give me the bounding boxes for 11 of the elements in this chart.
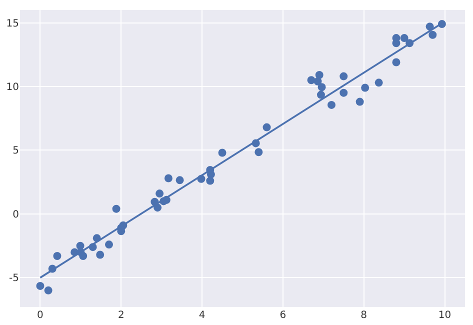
y-tick-label: 5 (12, 146, 19, 157)
x-tick-label: 4 (198, 310, 206, 321)
x-tick-label: 6 (280, 310, 286, 321)
x-tick-label: 2 (118, 310, 124, 321)
y-tick-label: -5 (9, 273, 19, 284)
y-tick-label: 15 (6, 18, 19, 30)
y-tick-label: 0 (12, 209, 19, 220)
x-tick-label: 8 (360, 310, 368, 321)
x-tick-label: 10 (438, 310, 452, 321)
x-tick-label: 0 (37, 310, 44, 321)
y-tick-label: 10 (6, 82, 19, 93)
